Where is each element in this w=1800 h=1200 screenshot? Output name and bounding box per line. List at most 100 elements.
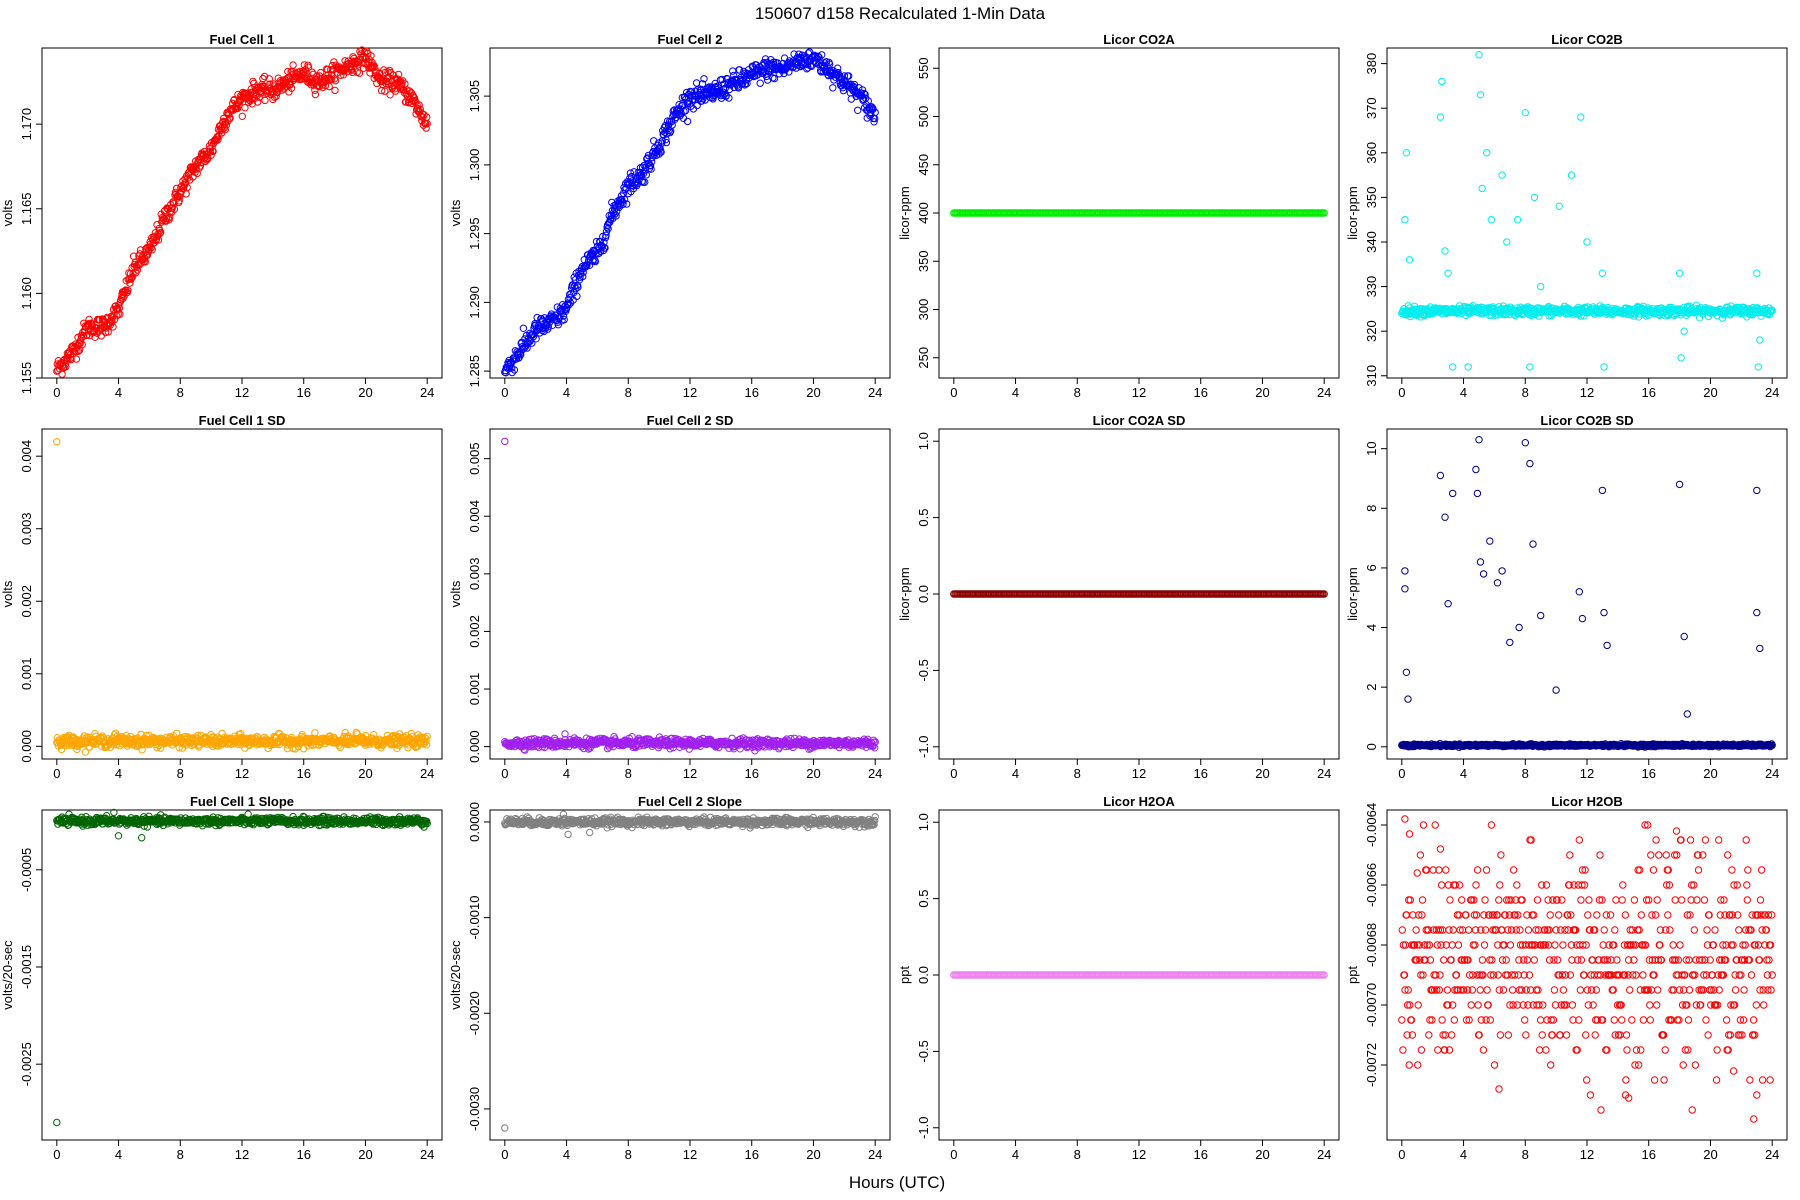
data-point [155,226,164,235]
data-point [348,68,357,77]
x-tick-label: 0 [1398,385,1405,400]
panel-title: Licor CO2A [1103,32,1175,47]
data-point [735,66,744,74]
y-tick-label: 0.0 [916,585,931,603]
data-point [359,64,368,72]
x-tick-label: 12 [1132,385,1146,400]
data-point [74,347,83,355]
data-point-outlier [1598,269,1607,277]
data-point [222,121,231,129]
y-tick-label: 400 [916,202,931,224]
data-point [141,258,150,266]
data-point [854,106,862,115]
data-point [871,108,879,117]
data-point [265,75,273,83]
data-point [657,148,665,156]
x-tick-label: 20 [1703,385,1717,400]
data-point-outlier [1464,363,1472,371]
y-tick-label: 6 [1364,564,1379,571]
data-point [401,80,409,88]
data-point [114,305,122,314]
data-point [860,89,868,98]
data-point [221,125,230,134]
x-tick-label: 16 [1641,385,1655,400]
data-point-outlier [1583,238,1591,246]
data-point [709,95,717,103]
data-point [109,323,117,331]
y-tick-label: 300 [916,299,931,321]
data-point-outlier [1600,363,1608,371]
data-point [218,126,226,134]
data-point [698,80,707,88]
y-tick-label: 500 [916,106,931,128]
y-axis-label: licor-ppm [1345,186,1360,239]
x-tick-label: 20 [358,766,372,781]
data-point [287,84,296,92]
data-point [116,310,124,318]
x-tick-label: 4 [1460,385,1467,400]
x-tick-label: 24 [868,766,882,781]
y-tick-label: 0.003 [467,558,482,591]
data-point [722,91,730,100]
data-point [214,136,222,144]
x-axis-label: Hours (UTC) [849,1173,945,1192]
data-point-outlier [501,437,509,446]
data-point [654,139,663,147]
data-point [423,120,431,128]
data-point-outlier [1537,282,1545,291]
data-point [814,52,822,60]
data-point [176,193,184,201]
data-point [143,251,152,259]
data-point [261,96,269,105]
x-tick-label: 0 [501,766,508,781]
panel-title: Fuel Cell 2 SD [647,413,734,428]
data-point [300,61,308,69]
data-point [641,178,649,187]
data-point [569,296,577,304]
data-point [238,112,247,121]
data-point [825,60,834,68]
data-point-outlier [1521,109,1530,117]
data-point-outlier [1513,216,1522,224]
x-tick-label: 16 [296,766,310,781]
data-point [510,366,519,374]
data-point [249,90,258,99]
data-point [170,205,179,213]
series-points [53,438,431,756]
x-tick-label: 8 [1522,766,1529,781]
data-point [381,87,389,95]
data-point [126,279,134,287]
x-tick-label: 20 [806,766,820,781]
x-tick-label: 20 [1255,385,1269,400]
data-point [601,244,609,252]
y-tick-label: 0.005 [467,442,482,475]
data-point [278,86,286,94]
data-point [700,75,708,83]
x-tick-label: 4 [563,766,570,781]
data-point [574,283,582,291]
data-point-outlier [1402,149,1411,157]
x-tick-label: 12 [683,766,697,781]
data-point [729,67,737,75]
data-point [681,107,690,115]
y-tick-label: 0.001 [19,658,34,691]
data-point-outlier [1444,269,1452,277]
x-tick-label: 12 [683,385,697,400]
data-point-outlier [1483,149,1491,157]
data-point-outlier [1405,256,1414,264]
y-axis-label: licor-ppm [1345,567,1360,620]
data-point [533,313,541,322]
data-point [591,257,600,266]
y-tick-label: 0.002 [467,615,482,648]
data-point [802,56,810,64]
y-tick-label: 0.004 [467,500,482,533]
data-point [325,82,333,91]
data-point [845,72,853,80]
data-point [285,88,293,96]
y-axis-label: volts [448,580,463,607]
x-tick-label: 8 [177,385,184,400]
x-tick-label: 4 [1460,766,1467,781]
